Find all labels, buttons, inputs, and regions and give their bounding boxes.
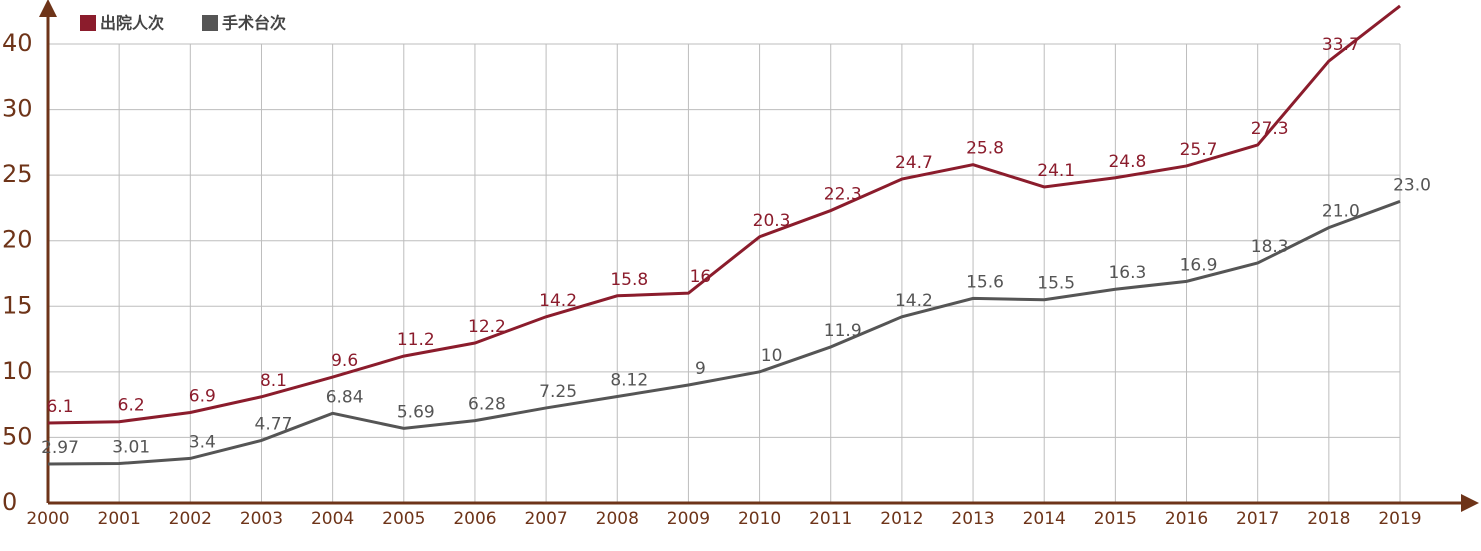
data-label: 14.2 [895,291,933,311]
x-tick-label: 2007 [524,509,567,529]
x-tick-label: 2003 [240,509,283,529]
data-label: 16.3 [1108,263,1146,283]
y-tick-label: 30 [2,95,33,123]
series-line [47,199,1401,466]
data-label: 16.9 [1180,255,1218,275]
data-label: 6.84 [326,387,364,407]
data-label: 15.5 [1037,274,1075,294]
x-tick-label: 2019 [1378,509,1421,529]
data-label: 24.8 [1108,152,1146,172]
y-tick-label: 15 [2,291,33,319]
data-label: 9 [695,359,706,379]
data-label: 12.2 [468,317,506,337]
x-tick-label: 2008 [596,509,639,529]
y-tick-label: 50 [2,422,33,450]
legend-label: 手术台次 [222,14,286,33]
data-label: 33.7 [1322,35,1360,55]
legend-swatch [202,15,218,31]
x-tick-label: 2012 [880,509,923,529]
data-label: 3.01 [112,438,150,458]
data-label: 15.6 [966,272,1004,292]
data-label: 7.25 [539,382,577,402]
data-label: 6.9 [189,387,216,407]
data-label: 23.0 [1393,175,1431,195]
data-label: 14.2 [539,291,577,311]
data-label: 5.69 [397,402,435,422]
data-label: 16 [690,267,712,287]
data-label: 4.77 [255,414,293,434]
data-label: 6.28 [468,395,506,415]
data-label: 2.97 [41,438,79,458]
grid [47,43,1401,504]
y-tick-label: 0 [2,488,17,516]
x-tick-label: 2005 [382,509,425,529]
x-tick-label: 2018 [1307,509,1350,529]
x-tick-label: 2011 [809,509,852,529]
data-label: 9.6 [331,351,358,371]
legend: 出院人次 手术台次 [80,14,286,33]
y-tick-label: 10 [2,357,33,385]
data-label: 10 [761,346,783,366]
x-tick-label: 2006 [453,509,496,529]
x-tick-label: 2004 [311,509,354,529]
data-label: 18.3 [1251,237,1289,257]
x-tick-label: 2000 [26,509,69,529]
data-label: 25.8 [966,139,1004,159]
data-label: 25.7 [1180,140,1218,160]
data-label: 21.0 [1322,202,1360,222]
data-label: 24.7 [895,153,933,173]
legend-swatch [80,15,96,31]
y-tick-label: 40 [2,29,33,57]
x-tick-label: 2013 [951,509,994,529]
x-tick-label: 2015 [1094,509,1137,529]
data-label: 15.8 [610,270,648,290]
x-tick-label: 2001 [98,509,141,529]
data-label: 8.12 [610,371,648,391]
data-label: 3.4 [189,432,216,452]
x-tick-label: 2017 [1236,509,1279,529]
x-tick-label: 2002 [169,509,212,529]
data-label: 22.3 [824,185,862,205]
data-label: 24.1 [1037,161,1075,181]
x-tick-label: 2014 [1023,509,1066,529]
data-label: 27.3 [1251,119,1289,139]
data-label: 11.9 [824,321,862,341]
data-label: 8.1 [260,371,287,391]
y-tick-label: 25 [2,160,33,188]
x-tick-label: 2010 [738,509,781,529]
data-label: 6.2 [118,396,145,416]
series-line [47,4,1401,425]
data-label: 6.1 [46,397,73,417]
x-tick-label: 2009 [667,509,710,529]
legend-label: 出院人次 [100,14,164,33]
data-label: 11.2 [397,330,435,350]
x-tick-label: 2016 [1165,509,1208,529]
data-label: 20.3 [753,211,791,231]
y-tick-label: 20 [2,226,33,254]
